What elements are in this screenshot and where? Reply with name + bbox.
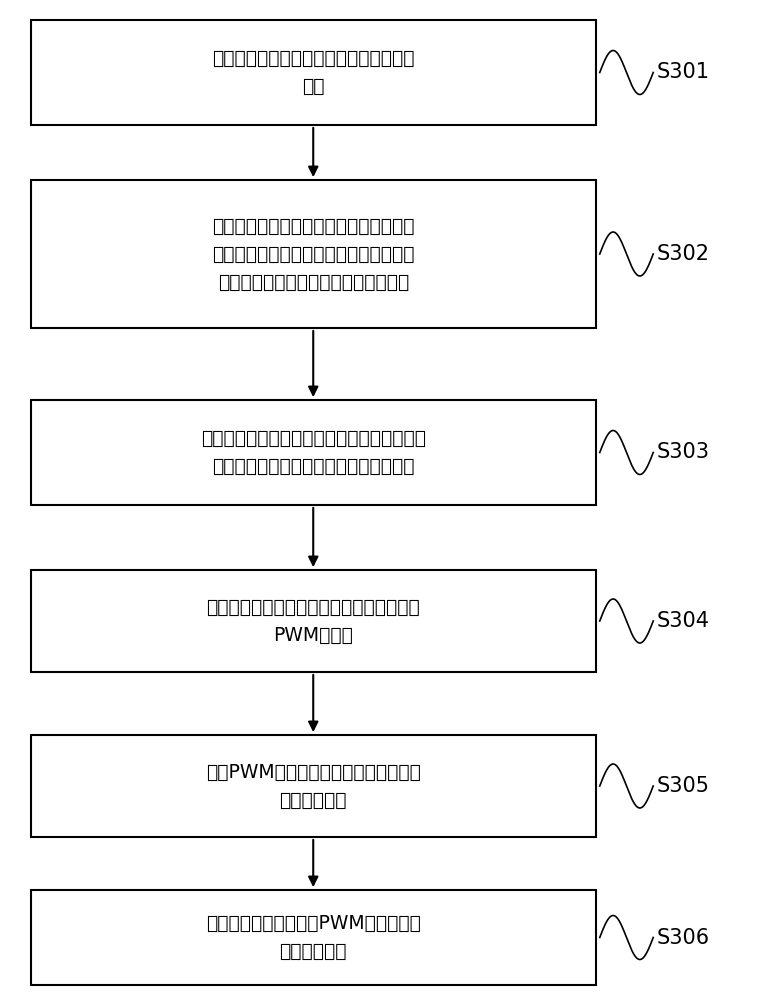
Text: 分别对第一调整电流值和第二调整电流值执行
矢量控制，得到第一电压值和第二电压值: 分别对第一调整电流值和第二调整电流值执行 矢量控制，得到第一电压值和第二电压值 <box>201 429 426 476</box>
FancyBboxPatch shape <box>31 890 596 985</box>
FancyBboxPatch shape <box>31 570 596 672</box>
Text: S306: S306 <box>657 928 711 948</box>
Text: 通过弱磁电流反馈值将PWM调制度调整
到最佳调制度: 通过弱磁电流反馈值将PWM调制度调整 到最佳调制度 <box>206 914 421 961</box>
Text: S302: S302 <box>657 244 710 264</box>
Text: 获取永磁同步电机的第一电流值和第二电
流值: 获取永磁同步电机的第一电流值和第二电 流值 <box>212 49 415 96</box>
Text: 对第一电压值和第二电压值执行计算，得到
PWM调制度: 对第一电压值和第二电压值执行计算，得到 PWM调制度 <box>206 597 420 645</box>
FancyBboxPatch shape <box>31 735 596 837</box>
Text: S301: S301 <box>657 62 710 83</box>
Text: S303: S303 <box>657 442 710 462</box>
Text: 通过第一电流参考值调整第一电流值，得
到第一调整电流值，通过第二电流参考值
调整第二电流值，得到第二调整电流值: 通过第一电流参考值调整第一电流值，得 到第一调整电流值，通过第二电流参考值 调整… <box>212 217 415 292</box>
Text: S304: S304 <box>657 611 710 631</box>
Text: S305: S305 <box>657 776 710 796</box>
FancyBboxPatch shape <box>31 400 596 505</box>
FancyBboxPatch shape <box>31 180 596 328</box>
Text: 根据PWM调制度执行弱磁反馈，得到弱
磁电流反馈值: 根据PWM调制度执行弱磁反馈，得到弱 磁电流反馈值 <box>206 762 421 810</box>
FancyBboxPatch shape <box>31 20 596 125</box>
